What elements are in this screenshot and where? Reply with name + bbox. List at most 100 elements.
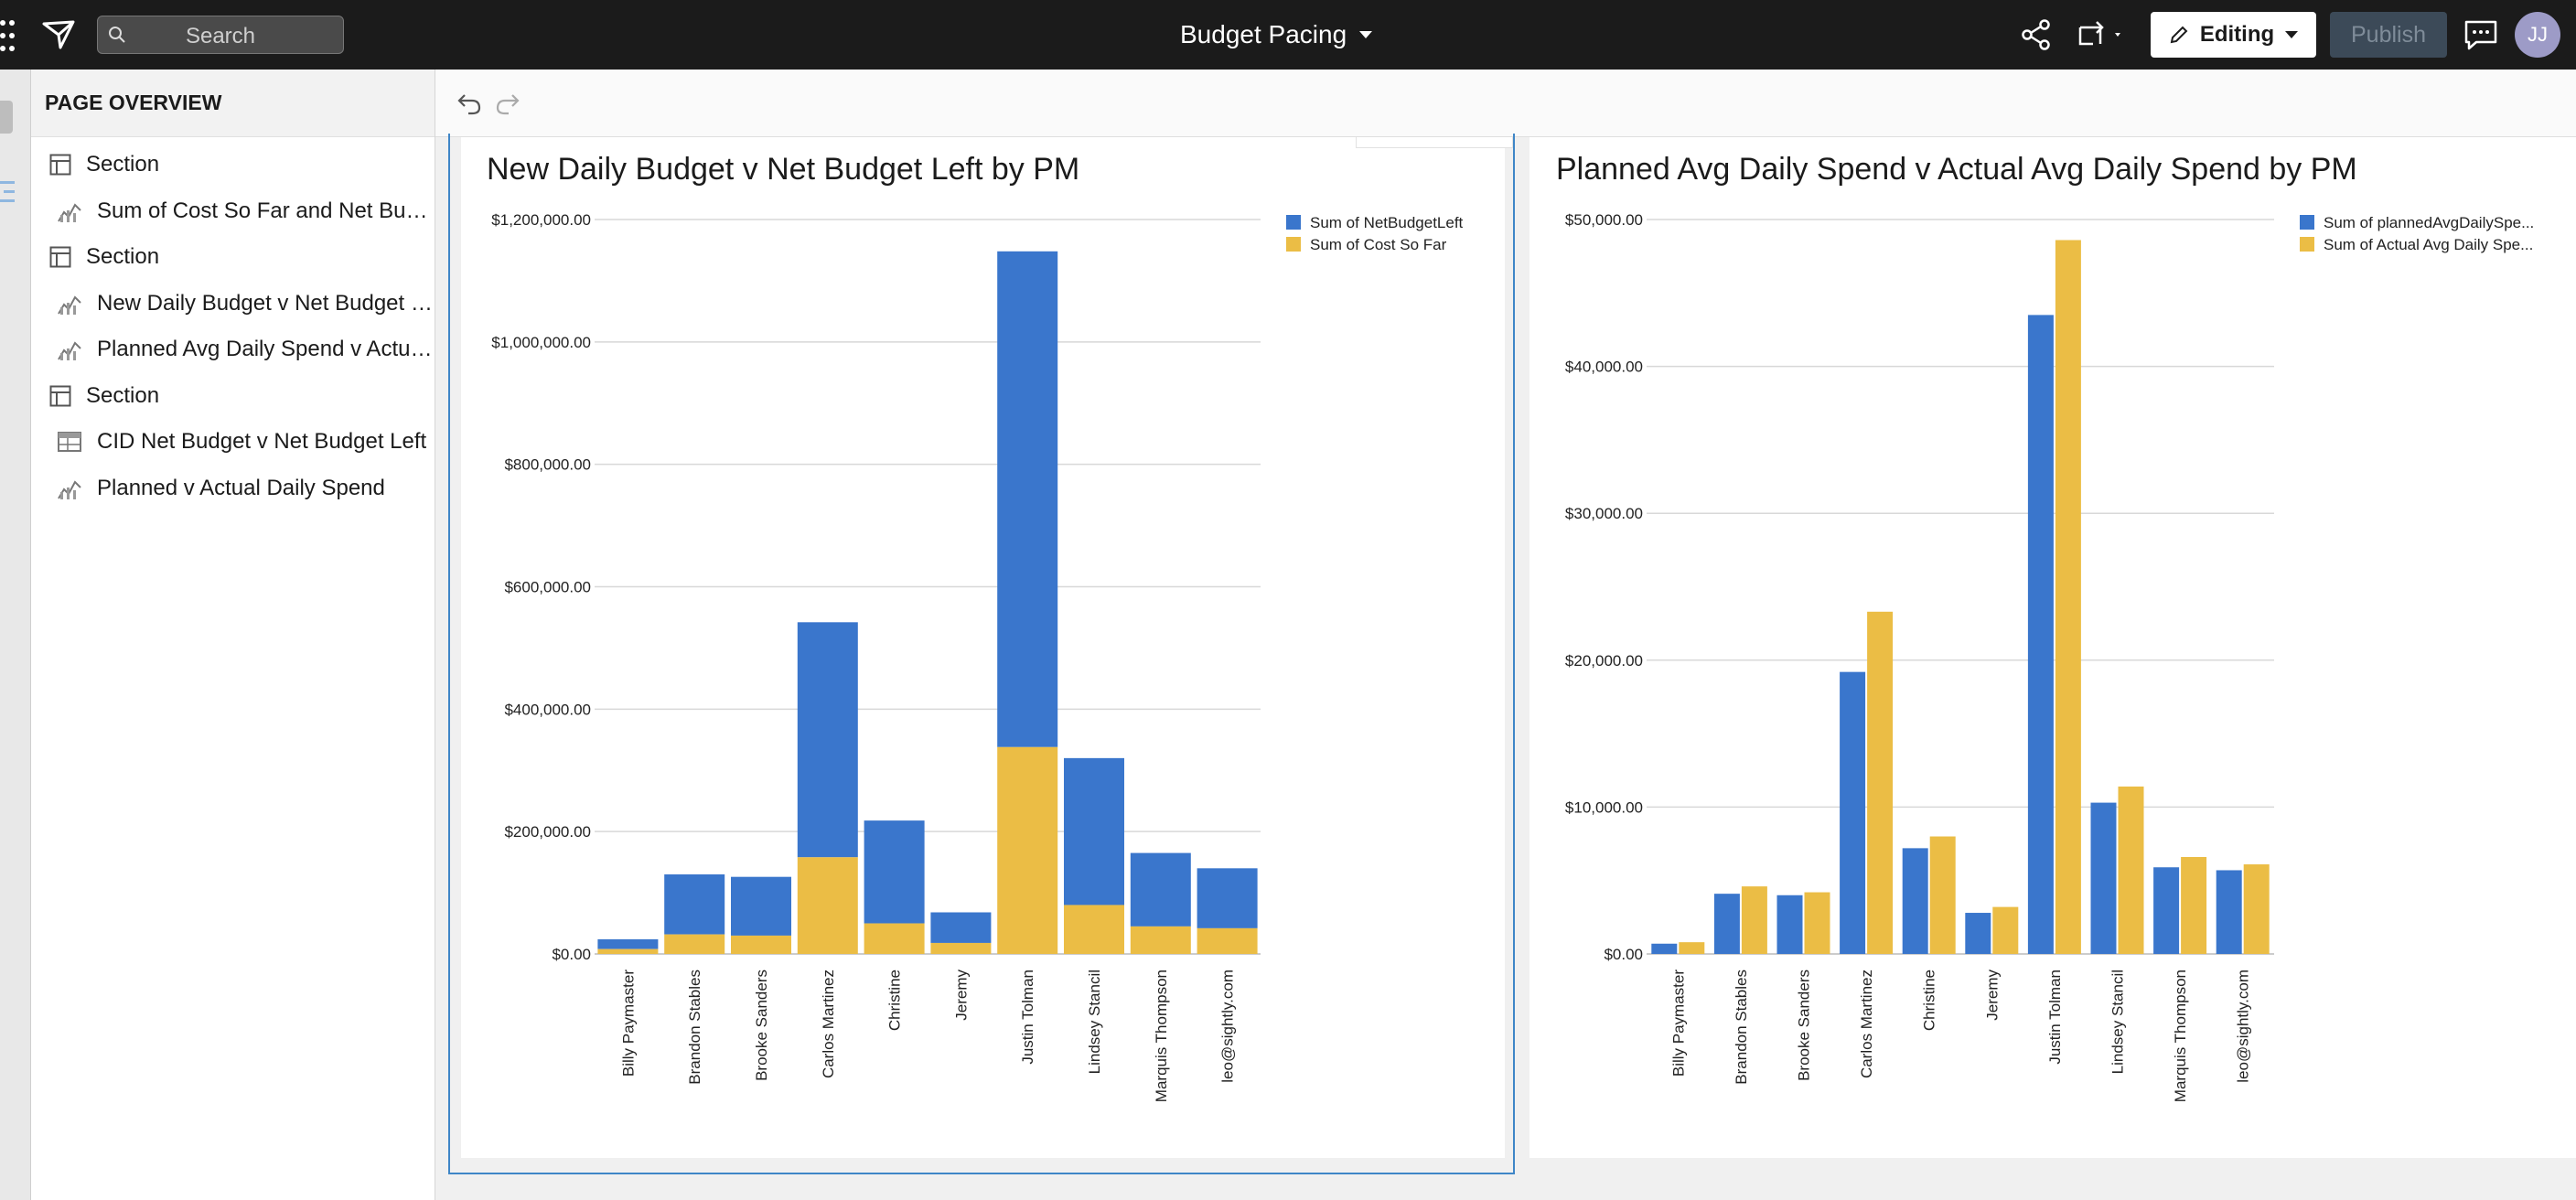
x-tick-label: Lindsey Stancil — [2109, 970, 2127, 1074]
workbook-title: Budget Pacing — [1180, 20, 1347, 48]
logo-icon[interactable] — [40, 16, 77, 53]
search-placeholder: Search — [185, 24, 256, 48]
section-layout-icon — [49, 154, 71, 176]
left-rail — [0, 70, 31, 1200]
legend-swatch — [2300, 237, 2314, 252]
bar-planned-avg-daily-spend — [1651, 943, 1678, 954]
x-tick-label: Christine — [886, 970, 904, 1031]
bar-cost-so-far — [597, 948, 659, 954]
x-tick-label: Justin Tolman — [1019, 970, 1036, 1065]
bar-actual-avg-daily-spend — [1804, 892, 1830, 954]
x-tick-label: leo@sightly.com — [1219, 970, 1237, 1083]
sidebar-item-section-1[interactable]: Section — [31, 142, 435, 188]
y-tick-label: $200,000.00 — [504, 823, 591, 841]
bar-planned-avg-daily-spend — [1713, 894, 1740, 954]
x-tick-label: Brandon Stables — [686, 970, 703, 1085]
sidebar-item-planned-avg-chart[interactable]: Planned Avg Daily Spend v Actual Avg Dai… — [31, 327, 435, 373]
bar-net-budget-left — [664, 874, 725, 935]
chart-icon — [58, 480, 81, 499]
search-icon — [109, 27, 125, 43]
bar-actual-avg-daily-spend — [1992, 906, 2019, 954]
bar-net-budget-left — [930, 912, 992, 943]
bar-actual-avg-daily-spend — [2181, 857, 2207, 954]
bar-planned-avg-daily-spend — [2027, 315, 2054, 954]
x-tick-label: Billy Paymaster — [1669, 970, 1687, 1077]
x-tick-label: Brooke Sanders — [1796, 970, 1813, 1081]
x-tick-label: Justin Tolman — [2046, 970, 2064, 1065]
y-tick-label: $1,000,000.00 — [491, 334, 591, 351]
x-tick-label: Jeremy — [952, 970, 970, 1021]
section-layout-icon — [49, 246, 71, 268]
x-tick-label: Brooke Sanders — [753, 970, 770, 1081]
editing-mode-button[interactable]: Editing — [2151, 12, 2316, 58]
x-tick-label: Lindsey Stancil — [1086, 970, 1103, 1074]
apps-grid-icon[interactable] — [0, 20, 18, 51]
x-tick-label: Christine — [1921, 970, 1938, 1031]
bar-cost-so-far — [731, 935, 791, 954]
legend-swatch — [1286, 237, 1301, 252]
section-layout-icon — [49, 385, 71, 407]
pencil-icon — [2170, 26, 2188, 44]
x-tick-label: Brandon Stables — [1733, 970, 1750, 1085]
x-tick-label: Jeremy — [1983, 970, 2001, 1021]
undo-icon[interactable] — [456, 90, 483, 117]
x-tick-label: Carlos Martinez — [1858, 970, 1875, 1078]
comment-icon[interactable] — [2463, 18, 2498, 51]
swap-icon[interactable] — [2073, 16, 2128, 53]
y-tick-label: $0.00 — [552, 946, 591, 963]
bar-cost-so-far — [997, 746, 1058, 954]
search-input[interactable]: Search — [97, 16, 344, 54]
legend-label: Sum of Actual Avg Daily Spe... — [2324, 236, 2533, 253]
page-overview-heading: PAGE OVERVIEW — [31, 70, 435, 137]
editing-label: Editing — [2199, 22, 2275, 47]
avatar[interactable]: JJ — [2515, 12, 2560, 58]
page-overview-list: Section Sum of Cost So Far and Net Budge… — [31, 137, 435, 511]
bar-planned-avg-daily-spend — [2216, 870, 2242, 954]
bar-actual-avg-daily-spend — [2118, 786, 2144, 954]
chart-title-planned-avg: Planned Avg Daily Spend v Actual Avg Dai… — [1556, 152, 2357, 187]
bar-net-budget-left — [864, 820, 925, 924]
bar-cost-so-far — [664, 934, 725, 954]
bar-cost-so-far — [1130, 926, 1191, 954]
y-tick-label: $1,200,000.00 — [491, 211, 591, 229]
share-icon[interactable] — [2018, 16, 2055, 53]
chart-icon — [58, 295, 81, 315]
bar-actual-avg-daily-spend — [1679, 942, 1705, 954]
bar-planned-avg-daily-spend — [1776, 895, 1803, 954]
bar-actual-avg-daily-spend — [2243, 864, 2270, 954]
bar-cost-so-far — [1064, 905, 1124, 954]
redo-icon[interactable] — [494, 90, 521, 117]
y-tick-label: $50,000.00 — [1565, 211, 1643, 229]
sidebar-item-cid-table[interactable]: CID Net Budget v Net Budget Left — [31, 419, 435, 466]
legend-label: Sum of plannedAvgDailySpe... — [2324, 214, 2534, 231]
element-menu-tab[interactable] — [1356, 137, 1513, 148]
x-tick-label: Billy Paymaster — [619, 970, 637, 1077]
publish-button[interactable]: Publish — [2330, 12, 2447, 58]
bar-actual-avg-daily-spend — [1929, 836, 1956, 954]
bar-cost-so-far — [1197, 927, 1258, 954]
sidebar-item-cost-so-far-chart[interactable]: Sum of Cost So Far and Net Budget Left — [31, 188, 435, 235]
chevron-down-icon — [2285, 31, 2299, 38]
chart-card-new-daily-budget[interactable] — [461, 137, 1505, 1158]
bar-cost-so-far — [930, 942, 992, 954]
bar-net-budget-left — [597, 938, 659, 949]
collapse-panel-tab[interactable] — [0, 101, 13, 134]
y-tick-label: $30,000.00 — [1565, 505, 1643, 522]
x-tick-label: leo@sightly.com — [2235, 970, 2252, 1083]
sidebar-item-new-daily-budget-chart[interactable]: New Daily Budget v Net Budget Left by PM — [31, 281, 435, 327]
page-overview-panel: PAGE OVERVIEW Section Sum of Cost So Far… — [31, 70, 435, 1200]
editor-toolbar — [435, 70, 2576, 137]
top-bar: Search Budget Pacing Editing Publish JJ — [0, 0, 2576, 70]
chart-icon — [58, 341, 81, 361]
bar-net-budget-left — [1064, 757, 1124, 905]
outline-icon[interactable] — [0, 179, 15, 205]
bar-actual-avg-daily-spend — [1741, 886, 1767, 954]
selected-element-outline — [448, 134, 1515, 1174]
bar-net-budget-left — [797, 622, 858, 858]
sidebar-item-planned-vs-actual-chart[interactable]: Planned v Actual Daily Spend — [31, 466, 435, 512]
bar-actual-avg-daily-spend — [2055, 240, 2081, 954]
workbook-title-menu[interactable]: Budget Pacing — [1180, 15, 1373, 55]
sidebar-item-section-2[interactable]: Section — [31, 234, 435, 281]
sidebar-item-section-3[interactable]: Section — [31, 373, 435, 420]
